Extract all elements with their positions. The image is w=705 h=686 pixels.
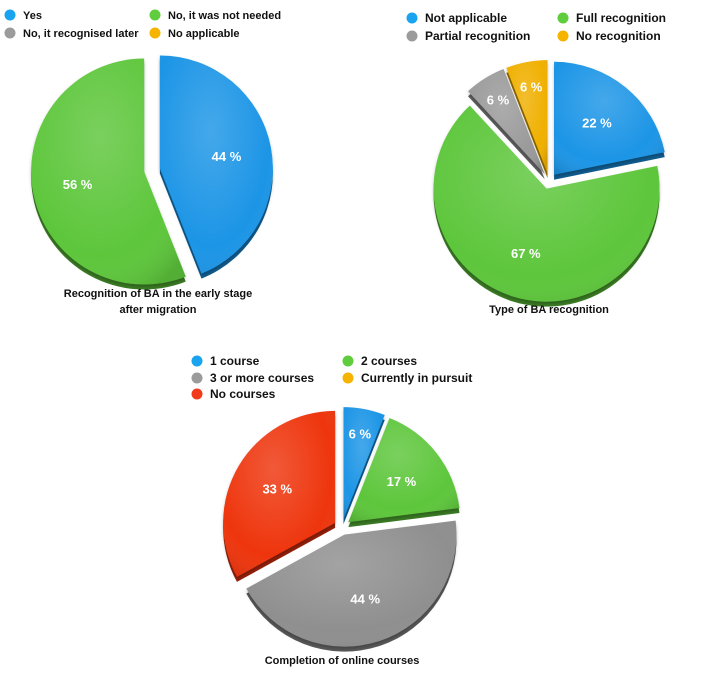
legend-item-no-courses: No courses [191,387,276,401]
chart-title-line: Type of BA recognition [489,304,609,316]
pie-chart-type-of-ba-recognition: Not applicable Partial recognition Full re… [406,11,666,316]
pie-slice-1-course: 6 % [343,407,385,525]
legend-swatch [191,372,203,384]
legend-swatch [4,27,16,39]
legend-label: No, it recognised later [23,28,139,40]
data-label-no-recognition: 6 % [520,80,543,95]
pie-slice-2-courses: 17 % [348,417,460,528]
pie-slice-no-recognition: 6 % [506,60,548,179]
pie-slice-3-or-more-courses: 44 % [246,520,457,652]
legend-item-2-courses: 2 courses [342,354,417,368]
legend-label: 1 course [210,354,260,368]
pie-chart-online-courses: 1 course 3 or more courses No courses 2 cou… [191,354,472,667]
pie-slice-partial-recognition: 6 % [468,69,545,180]
legend-label: Full recognition [576,11,666,25]
legend-label: Not applicable [425,11,507,25]
legend-swatch [406,30,418,42]
legend-swatch [342,372,354,384]
data-label-no-courses: 33 % [262,482,292,497]
legend-label: No courses [210,387,276,401]
legend-swatch [149,9,161,21]
chart-title-line: Completion of online courses [265,655,420,667]
legend-swatch [557,30,569,42]
legend-item-no-it-recognised-later: No, it recognised later [4,27,139,40]
pie-slice-not-applicable: 22 % [554,61,665,180]
legend-label: No applicable [168,28,240,40]
data-label-no-it-was-not-needed: 56 % [63,177,93,192]
legend-label: No recognition [576,29,661,43]
legend-label: Currently in pursuit [361,371,472,385]
legend-swatch [149,27,161,39]
data-label-full-recognition: 67 % [511,246,541,261]
legend-item-no-recognition: No recognition [557,29,661,43]
data-label-partial-recognition: 6 % [487,93,510,108]
pie-slice-no-it-was-not-needed: 56 % [31,58,186,290]
legend-item-not-applicable: Not applicable [406,11,507,25]
data-label-yes: 44 % [212,149,242,164]
chart-title-line: after migration [119,304,196,316]
legend-item-no-applicable: No applicable [149,27,240,40]
pie-slice-yes: 44 % [159,55,273,279]
pie-slice-full-recognition: 67 % [433,105,660,307]
legend-label: 2 courses [361,354,417,368]
legend-item-currently-in-pursuit: Currently in pursuit [342,371,472,385]
data-label-2-courses: 17 % [387,474,417,489]
data-label-not-applicable: 22 % [582,115,612,130]
legend-item-partial-recognition: Partial recognition [406,29,530,43]
legend-swatch [191,355,203,367]
legend-swatch [406,12,418,24]
legend-swatch [342,355,354,367]
legend-swatch [191,388,203,400]
legend-label: 3 or more courses [210,371,314,385]
data-label-3-or-more-courses: 44 % [350,592,380,607]
pie-slice-no-courses: 33 % [223,410,336,582]
legend-item-3-or-more-courses: 3 or more courses [191,371,314,385]
legend-label: Yes [23,10,42,22]
legend-item-no-it-was-not-needed: No, it was not needed [149,9,281,22]
legend-label: No, it was not needed [168,10,281,22]
legend-label: Partial recognition [425,29,530,43]
chart-title-line: Recognition of BA in the early stage [64,288,252,300]
data-label-1-course: 6 % [349,426,372,441]
legend-item-1-course: 1 course [191,354,260,368]
legend-item-full-recognition: Full recognition [557,11,666,25]
legend-swatch [557,12,569,24]
legend-item-yes: Yes [4,9,42,22]
legend-swatch [4,9,16,21]
pie-chart-ba-recognition-early: Yes No, it recognised later No, it was not… [4,9,281,316]
